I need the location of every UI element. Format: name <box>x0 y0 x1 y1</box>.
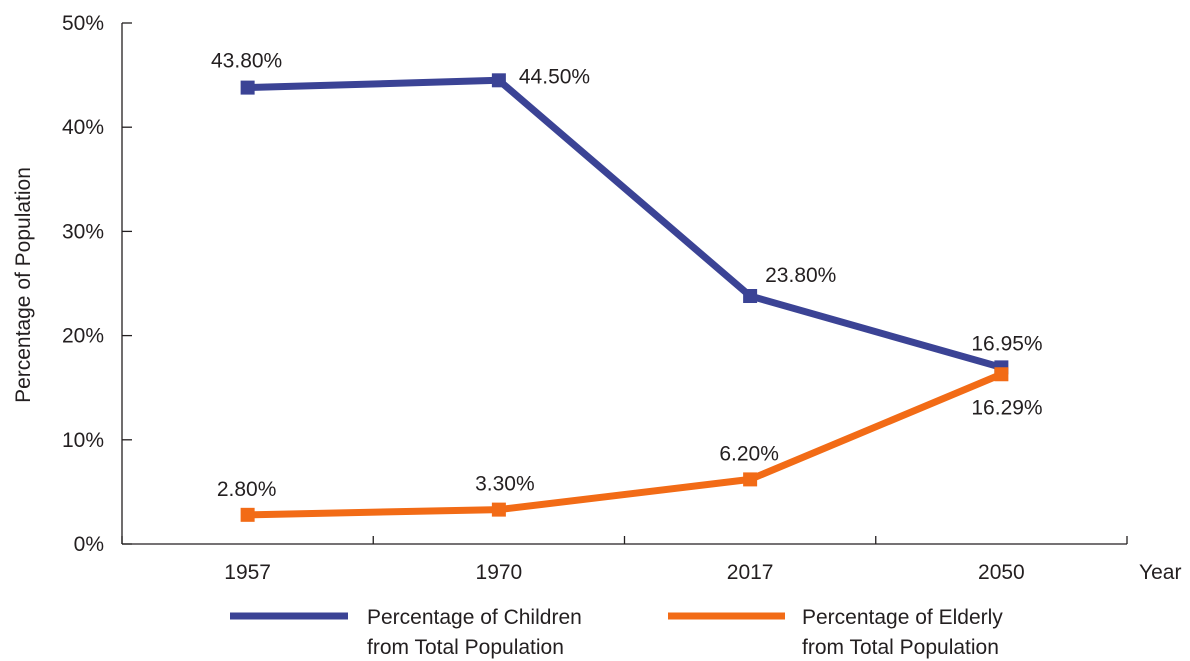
y-tick-label: 30% <box>62 220 104 243</box>
legend-label: from Total Population <box>802 636 999 659</box>
data-label: 16.95% <box>971 332 1042 355</box>
data-label: 3.30% <box>475 473 535 496</box>
legend-label: from Total Population <box>367 636 564 659</box>
data-point <box>491 73 506 88</box>
x-axis: 1957 1970 2017 2050 <box>121 536 1128 584</box>
data-point <box>240 80 255 95</box>
series-elderly: 2.80% 3.30% 6.20% 16.29% <box>217 367 1043 522</box>
data-point <box>743 472 758 487</box>
y-tick-label: 0% <box>74 533 104 556</box>
series-layer: 43.80% 44.50% 23.80% 16.95% 2.80% 3.30% 6.20% 1… <box>211 50 1043 522</box>
x-tick-label: 2050 <box>978 561 1025 584</box>
y-axis: 0% 10% 20% 30% 40% 50% <box>62 12 132 556</box>
legend-item: Percentage of Children from Total Populat… <box>230 606 582 659</box>
series-line <box>247 76 1003 371</box>
series-line <box>247 371 1003 519</box>
data-label: 6.20% <box>719 442 779 465</box>
y-tick-label: 50% <box>62 12 104 35</box>
legend-item: Percentage of Elderly from Total Populati… <box>668 606 1003 659</box>
data-label: 23.80% <box>765 264 836 287</box>
x-axis-title: Year <box>1139 561 1181 584</box>
x-tick-label: 1957 <box>224 561 271 584</box>
data-point <box>994 367 1009 382</box>
legend: Percentage of Children from Total Populat… <box>230 606 1003 659</box>
data-point <box>743 289 758 304</box>
data-label: 16.29% <box>971 396 1042 419</box>
y-tick-label: 20% <box>62 325 104 348</box>
legend-label: Percentage of Children <box>367 606 582 629</box>
x-tick-label: 1970 <box>476 561 523 584</box>
data-point <box>240 507 255 522</box>
y-axis-title: Percentage of Population <box>12 167 35 403</box>
data-point <box>491 502 506 517</box>
x-tick-label: 2017 <box>727 561 774 584</box>
legend-label: Percentage of Elderly <box>802 606 1003 629</box>
series-children: 43.80% 44.50% 23.80% 16.95% <box>211 50 1043 375</box>
data-label: 2.80% <box>217 478 277 501</box>
data-label: 44.50% <box>519 65 590 88</box>
y-tick-label: 10% <box>62 429 104 452</box>
y-tick-label: 40% <box>62 116 104 139</box>
data-label: 43.80% <box>211 50 282 73</box>
